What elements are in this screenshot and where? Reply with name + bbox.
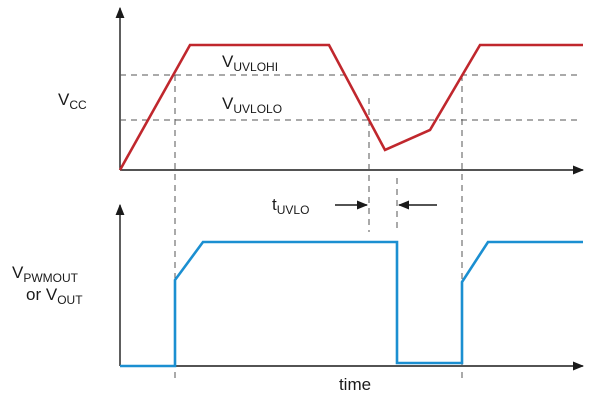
time-axis-label: time bbox=[339, 375, 371, 394]
vpwmout-label: VPWMOUT bbox=[12, 263, 79, 285]
uvlolo-label: VUVLOLO bbox=[222, 94, 282, 116]
uvlohi-label: VUVLOHI bbox=[222, 52, 278, 74]
vcc-trace bbox=[118, 43, 583, 171]
output-trace bbox=[120, 240, 583, 368]
tuvlo-label: tUVLO bbox=[272, 195, 309, 217]
vcc-label: VCC bbox=[58, 90, 87, 112]
or-vout-label: or VOUT bbox=[26, 285, 83, 307]
